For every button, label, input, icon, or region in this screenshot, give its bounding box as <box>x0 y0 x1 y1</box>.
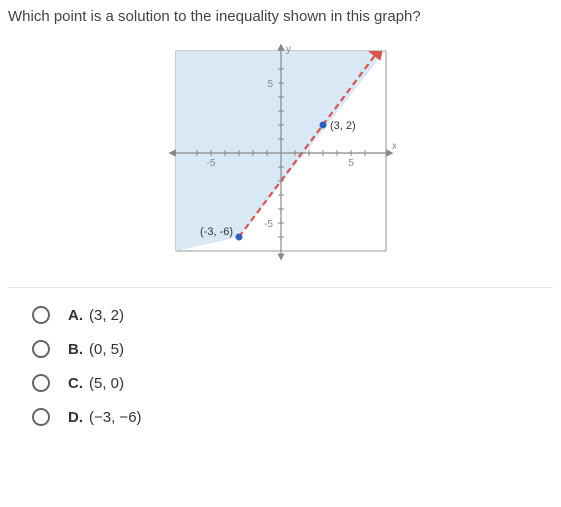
point-neg3-neg6 <box>235 234 242 241</box>
x-tick-5: 5 <box>348 158 354 169</box>
choice-b[interactable]: B. (0, 5) <box>32 340 553 358</box>
choice-a-text: (3, 2) <box>89 307 124 324</box>
radio-c[interactable] <box>32 374 50 392</box>
choice-d-letter: D. <box>68 409 83 426</box>
x-tick-neg5: -5 <box>206 158 215 169</box>
y-axis-label: y <box>286 44 291 55</box>
choice-d[interactable]: D. (−3, −6) <box>32 408 553 426</box>
y-tick-neg5: -5 <box>264 219 273 230</box>
choice-c-letter: C. <box>68 375 83 392</box>
choice-b-text: (0, 5) <box>89 341 124 358</box>
point-3-2 <box>319 122 326 129</box>
radio-b[interactable] <box>32 340 50 358</box>
inequality-graph: 5 -5 5 -5 x y (3, 2) (-3, -6) <box>166 43 396 263</box>
radio-d[interactable] <box>32 408 50 426</box>
graph-container: 5 -5 5 -5 x y (3, 2) (-3, -6) <box>8 43 553 267</box>
choice-b-letter: B. <box>68 341 83 358</box>
question-text: Which point is a solution to the inequal… <box>8 8 553 25</box>
point-3-2-label: (3, 2) <box>330 120 356 132</box>
radio-a[interactable] <box>32 306 50 324</box>
answer-choices: A. (3, 2) B. (0, 5) C. (5, 0) D. (−3, −6… <box>8 306 553 426</box>
point-neg3-neg6-label: (-3, -6) <box>200 226 233 238</box>
x-axis-label: x <box>392 141 396 152</box>
choice-c[interactable]: C. (5, 0) <box>32 374 553 392</box>
choice-a-letter: A. <box>68 307 83 324</box>
choice-a[interactable]: A. (3, 2) <box>32 306 553 324</box>
choice-d-text: (−3, −6) <box>89 409 142 426</box>
divider <box>8 287 553 288</box>
y-tick-5: 5 <box>267 79 273 90</box>
choice-c-text: (5, 0) <box>89 375 124 392</box>
